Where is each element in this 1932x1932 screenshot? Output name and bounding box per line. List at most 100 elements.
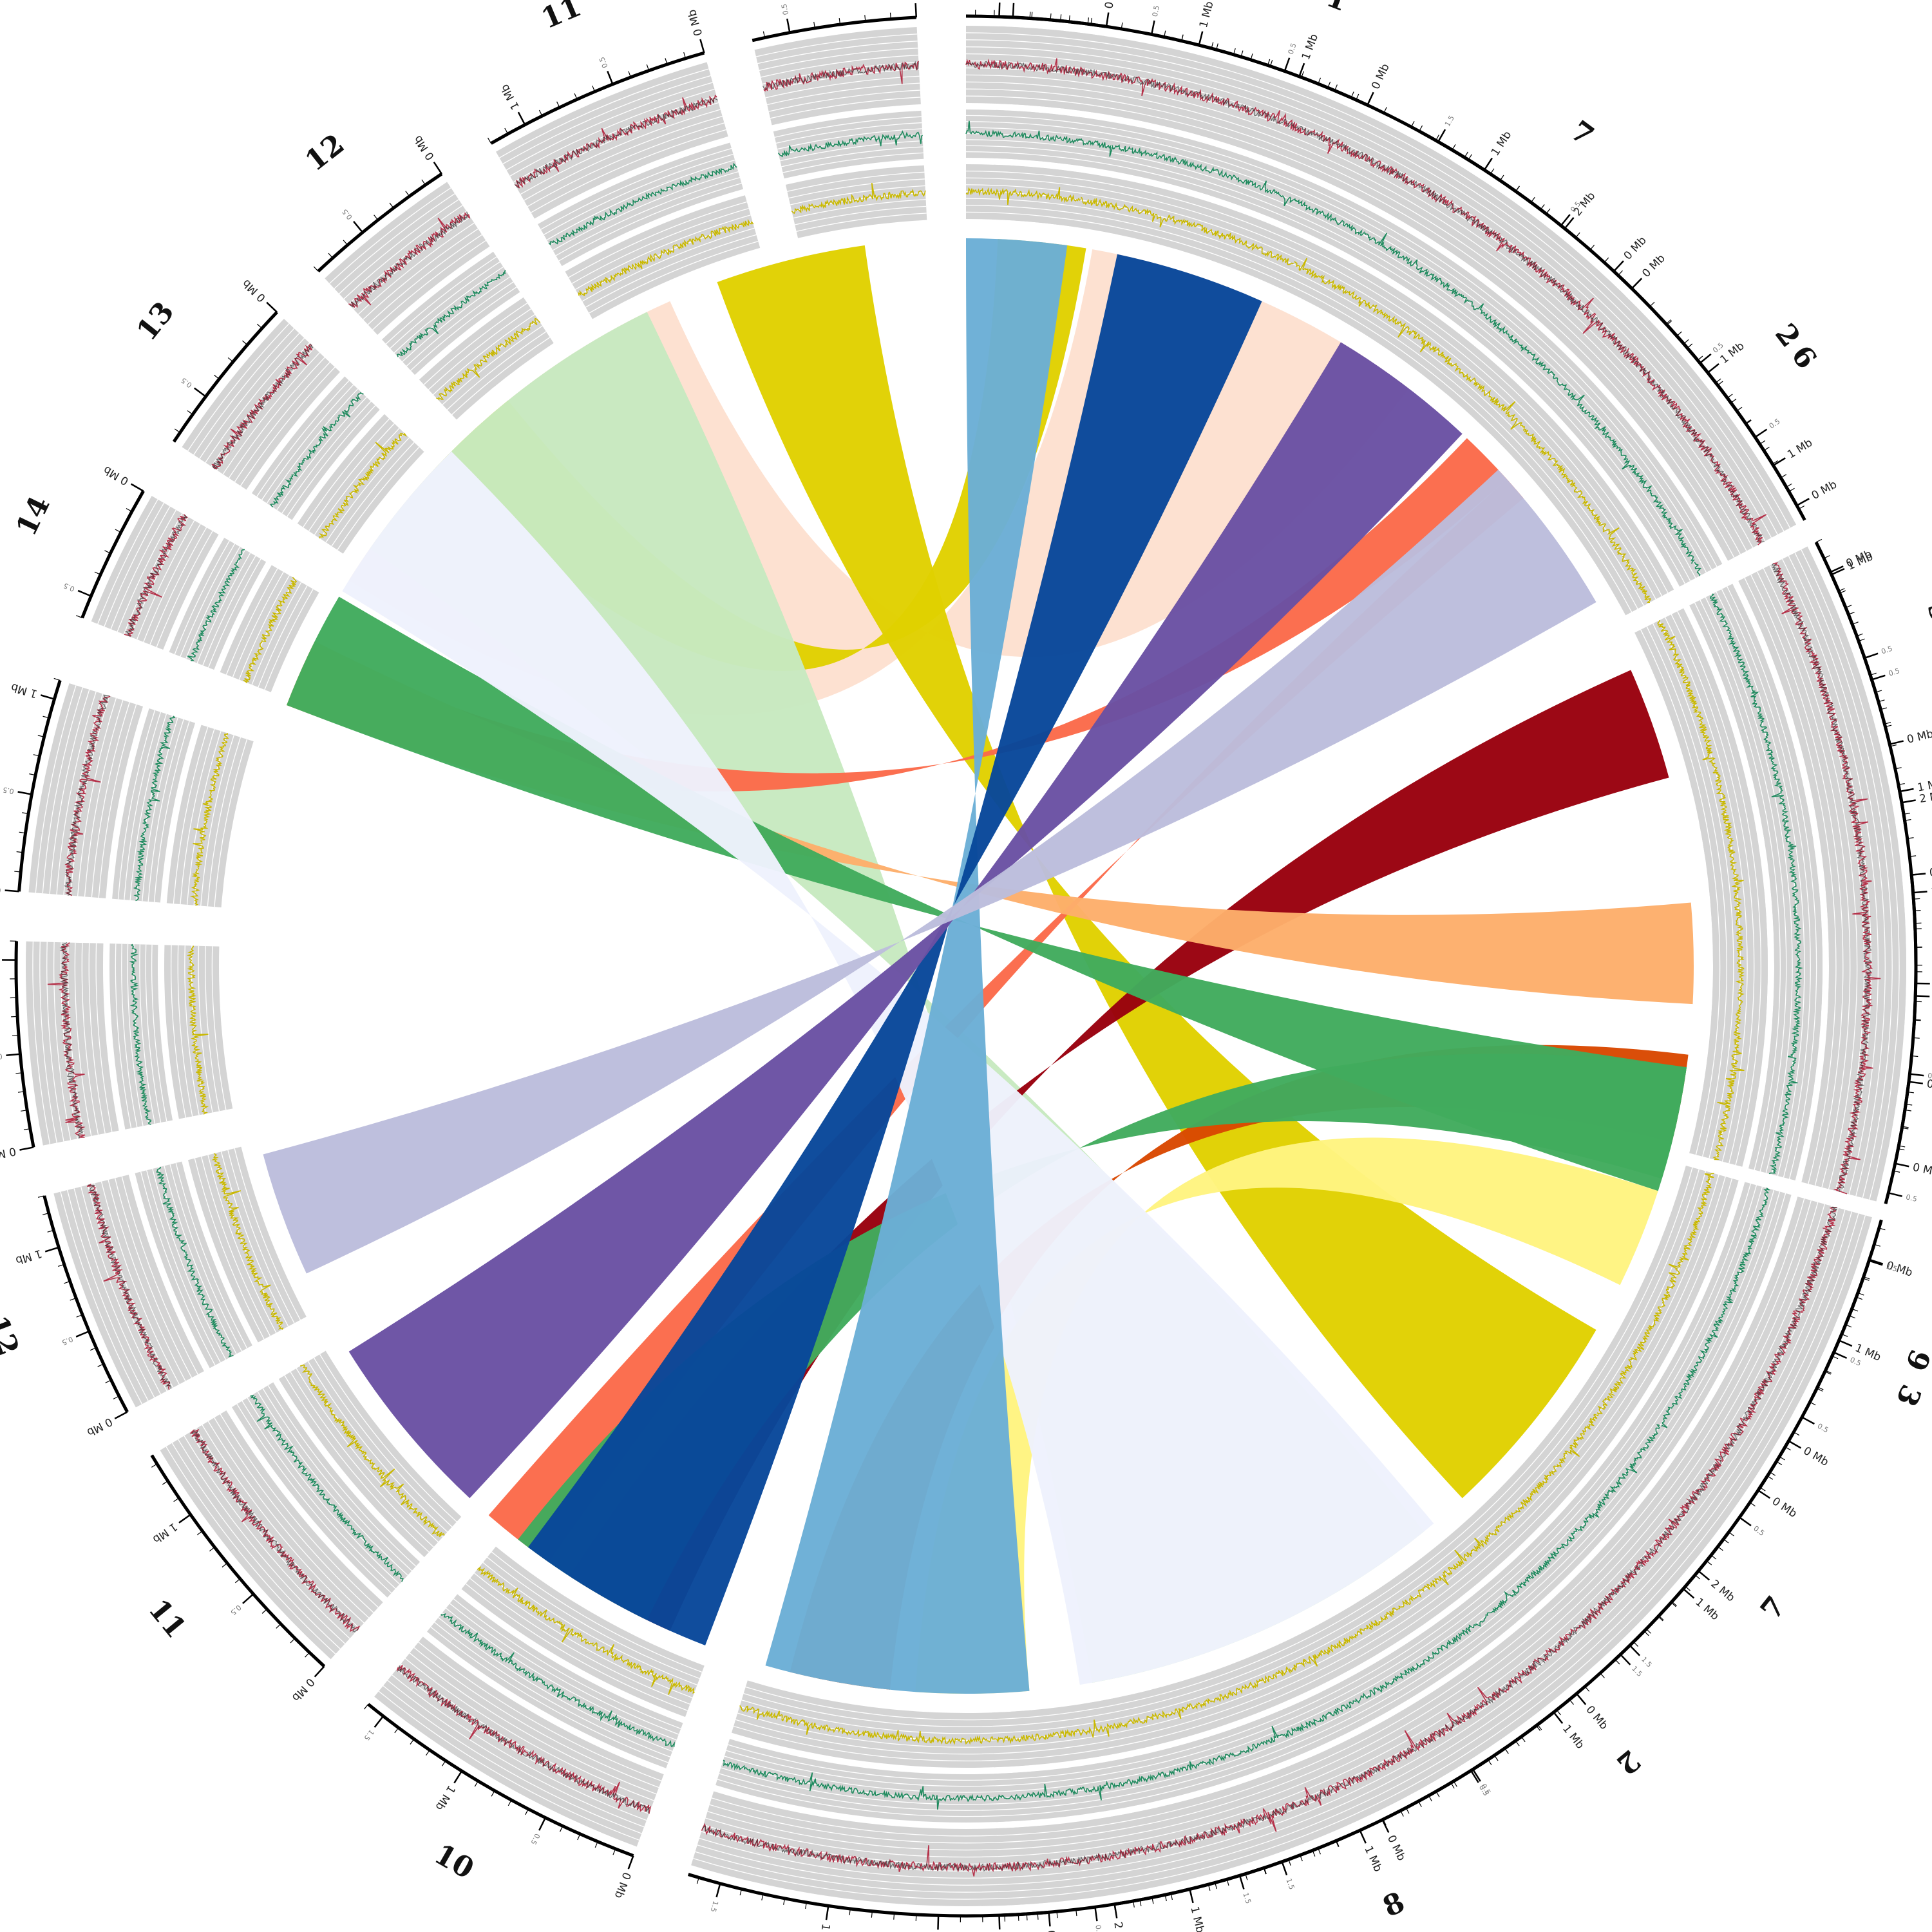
axis-tick (242, 1593, 254, 1604)
axis-tick (1749, 1502, 1756, 1507)
chromosome-label: 14 (10, 491, 57, 541)
track-gridline (153, 721, 190, 902)
track-line (1609, 1173, 1714, 1394)
track-gridline (571, 208, 749, 284)
axis-tick (16, 851, 23, 853)
tick-label: 0 Mb (1801, 1444, 1831, 1469)
track-gridline (998, 1821, 1339, 1899)
track-gridline (1830, 797, 1851, 1150)
chromosome-tracks (25, 26, 1907, 1907)
track-background (169, 538, 267, 670)
track-gridline (1643, 334, 1777, 518)
track-gridline (1654, 1186, 1763, 1423)
axis-tick (63, 1280, 70, 1284)
track-line (187, 549, 245, 661)
track-gridline (174, 540, 230, 655)
tick-label: 1 Mb (1300, 32, 1321, 62)
track-gridline (287, 405, 376, 517)
track-gridline (222, 352, 320, 475)
track-gridline (117, 509, 176, 632)
axis-tick (683, 52, 687, 59)
axis-tick (1717, 381, 1723, 386)
track-gridline (965, 74, 1098, 86)
track-gridline (284, 1375, 430, 1553)
track-gridline (992, 1656, 1267, 1720)
axis-tick (1226, 1879, 1229, 1886)
axis-tick (97, 1363, 104, 1367)
track-background (1597, 325, 1788, 548)
track-gridline (996, 1776, 1319, 1850)
track-gridline (1697, 1200, 1812, 1450)
track-gridline (1359, 239, 1546, 377)
axis-tick (1613, 260, 1624, 272)
axis-arc (1381, 1530, 1731, 1821)
track-gridline (998, 1795, 1327, 1871)
tick-label: 0.5 (1287, 42, 1298, 55)
axis-tick (6, 1053, 21, 1056)
track-gridline (129, 714, 167, 900)
track-line (477, 1566, 696, 1695)
track-line (994, 1725, 1298, 1801)
axis-tick (1830, 565, 1844, 573)
tick-label: 1 Mb (1489, 129, 1515, 158)
track-gridline (196, 1428, 360, 1629)
axis-tick (1875, 690, 1882, 693)
axis-tick (1889, 740, 1904, 745)
tick-label: 0 Mb (1583, 1703, 1610, 1732)
track-background (109, 943, 173, 1130)
axis-tick (1649, 301, 1655, 307)
track-gridline (121, 1176, 198, 1375)
axis-tick (1898, 783, 1905, 786)
track-gridline (1407, 151, 1616, 306)
axis-tick (1798, 505, 1805, 509)
chromosome-label: 2 (1610, 1743, 1646, 1781)
track-line (1303, 1425, 1591, 1667)
track-gridline (266, 388, 359, 504)
tick-label: 0.5 (529, 1832, 541, 1846)
axis-tick (813, 21, 815, 28)
track-line (1132, 147, 1318, 214)
axis-tick (474, 1781, 478, 1787)
axis-tick (104, 550, 111, 554)
track-line (319, 432, 407, 539)
axis-tick (1852, 621, 1859, 625)
track-background (1127, 126, 1329, 234)
track-gridline (1750, 574, 1819, 762)
track-gridline (180, 544, 235, 657)
axis-tick (1383, 107, 1387, 113)
axis-arc (367, 1703, 634, 1857)
track-gridline (173, 726, 209, 904)
track-line (1573, 394, 1695, 564)
axis-tick (1911, 873, 1918, 875)
track-background (1689, 583, 1799, 778)
track-line (723, 1759, 1039, 1810)
track-gridline (965, 211, 1078, 221)
track-gridline (451, 337, 551, 415)
axis-tick (592, 85, 596, 92)
track-gridline (234, 362, 330, 482)
axis-tick (646, 64, 650, 71)
axis-tick (290, 1638, 296, 1643)
axis-tick (42, 1213, 49, 1215)
track-background (731, 1680, 1036, 1768)
axis-tick (1909, 1073, 1924, 1077)
axis-tick (1050, 13, 1052, 20)
axis-tick (22, 812, 29, 815)
track-gridline (97, 499, 158, 625)
track-gridline (491, 1551, 703, 1673)
track-gridline (1569, 402, 1689, 566)
chromosome-b-14 (91, 496, 319, 692)
tick-label: 0.5 (1151, 5, 1161, 17)
tick-label: 0.5 (598, 55, 610, 69)
axis-tick (1665, 319, 1671, 325)
track-line (156, 1166, 234, 1358)
track-gridline (997, 1783, 1321, 1857)
tick-label: 0 Mb (1906, 728, 1932, 746)
axis-tick (1901, 799, 1916, 804)
track-gridline (1743, 814, 1762, 1132)
axis-tick (1874, 1244, 1880, 1247)
track-gridline (325, 437, 410, 543)
track-gridline (965, 39, 1103, 51)
axis-tick (1250, 53, 1253, 60)
track-gridline (796, 213, 927, 232)
